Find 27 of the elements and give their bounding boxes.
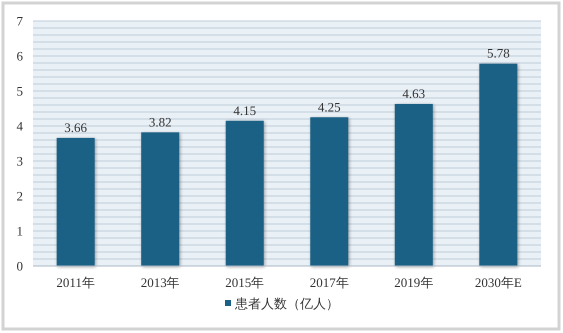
y-tick-label: 5 bbox=[16, 84, 23, 99]
data-label: 4.15 bbox=[233, 102, 256, 118]
bar bbox=[56, 138, 95, 266]
y-tick-label: 7 bbox=[16, 14, 24, 29]
x-tick-label: 2017年 bbox=[310, 275, 349, 290]
y-tick-label: 2 bbox=[16, 188, 23, 204]
x-tick-label: 2013年 bbox=[140, 275, 180, 290]
y-tick-label: 3 bbox=[16, 154, 23, 169]
x-tick-label: 2015年 bbox=[225, 275, 264, 290]
x-tick-label: 2030年E bbox=[474, 275, 522, 290]
data-label: 4.63 bbox=[402, 86, 426, 101]
y-tick-label: 1 bbox=[16, 224, 23, 239]
bar bbox=[394, 104, 433, 266]
bar bbox=[479, 64, 518, 266]
x-tick-label: 2011年 bbox=[56, 275, 95, 290]
bar bbox=[226, 120, 264, 266]
bar bbox=[141, 132, 180, 266]
data-label: 5.78 bbox=[486, 46, 510, 61]
y-tick-label: 4 bbox=[16, 118, 24, 134]
bar bbox=[310, 117, 348, 266]
legend-label: 患者人数（亿人） bbox=[234, 297, 339, 312]
data-label: 4.25 bbox=[318, 99, 341, 114]
x-tick-label: 2019年 bbox=[394, 275, 434, 290]
data-label: 3.82 bbox=[148, 114, 172, 130]
data-label: 3.66 bbox=[64, 120, 88, 135]
y-tick-label: 0 bbox=[16, 258, 23, 274]
y-tick-label: 6 bbox=[16, 48, 24, 64]
